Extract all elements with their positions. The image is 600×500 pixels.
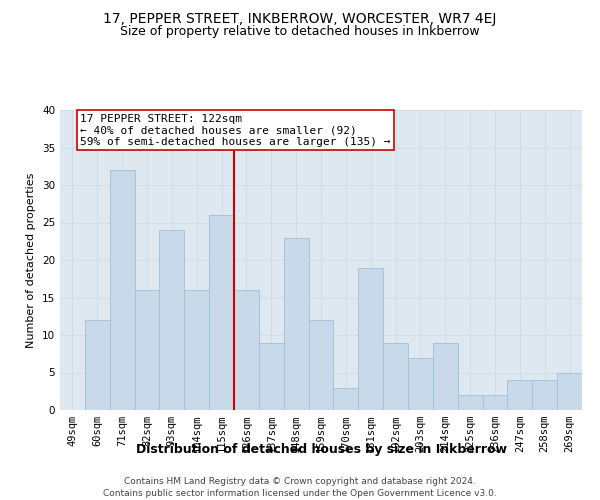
Bar: [334, 388, 358, 410]
Bar: [532, 380, 557, 410]
Bar: [209, 215, 234, 410]
Text: 17 PEPPER STREET: 122sqm
← 40% of detached houses are smaller (92)
59% of semi-d: 17 PEPPER STREET: 122sqm ← 40% of detach…: [80, 114, 391, 147]
Bar: [284, 238, 308, 410]
Y-axis label: Number of detached properties: Number of detached properties: [26, 172, 37, 348]
Bar: [458, 395, 482, 410]
Bar: [508, 380, 532, 410]
Bar: [184, 290, 209, 410]
Bar: [408, 358, 433, 410]
Bar: [383, 342, 408, 410]
Bar: [358, 268, 383, 410]
Text: 17, PEPPER STREET, INKBERROW, WORCESTER, WR7 4EJ: 17, PEPPER STREET, INKBERROW, WORCESTER,…: [103, 12, 497, 26]
Text: Contains HM Land Registry data © Crown copyright and database right 2024.: Contains HM Land Registry data © Crown c…: [124, 478, 476, 486]
Bar: [85, 320, 110, 410]
Bar: [557, 372, 582, 410]
Bar: [259, 342, 284, 410]
Bar: [482, 395, 508, 410]
Bar: [433, 342, 458, 410]
Bar: [134, 290, 160, 410]
Bar: [308, 320, 334, 410]
Text: Size of property relative to detached houses in Inkberrow: Size of property relative to detached ho…: [120, 25, 480, 38]
Bar: [234, 290, 259, 410]
Bar: [110, 170, 134, 410]
Bar: [160, 230, 184, 410]
Text: Distribution of detached houses by size in Inkberrow: Distribution of detached houses by size …: [136, 442, 506, 456]
Text: Contains public sector information licensed under the Open Government Licence v3: Contains public sector information licen…: [103, 489, 497, 498]
